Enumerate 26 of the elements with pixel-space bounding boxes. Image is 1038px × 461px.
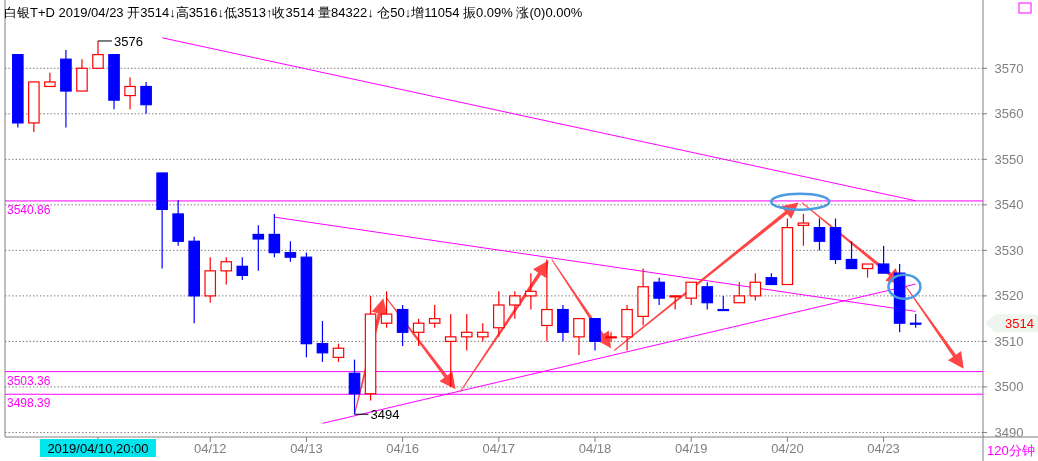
- y-tick-label: 3490: [994, 425, 1024, 440]
- ref-line-label: 3498.39: [7, 396, 51, 411]
- x-tick-label: 04/18: [578, 441, 612, 456]
- annotation: 3494: [370, 406, 400, 422]
- x-tick-label: 04/16: [386, 441, 419, 456]
- chart-title: 白银T+D 2019/04/23 开3514↓高3516↓低3513↑收3514 量84322↓ 仓50↓增11054 振0.09% 涨(0)0.00%: [4, 5, 583, 20]
- y-tick-label: 3570: [994, 60, 1024, 76]
- x-tick-label: 04/17: [482, 441, 516, 456]
- text: 120分钟: [987, 443, 1035, 458]
- x-tick-label: 04/13: [290, 441, 323, 456]
- y-tick-label: 3530: [994, 242, 1024, 258]
- y-tick-label: 3540: [994, 197, 1024, 213]
- y-tick-label: 3510: [994, 333, 1024, 349]
- x-tick-label: 04/19: [674, 441, 708, 456]
- ref-line-label: 3503.36: [7, 373, 51, 388]
- ref-line-label: 3540.86: [7, 202, 51, 217]
- text: 3514: [1005, 315, 1034, 331]
- x-tick-label: 2019/04/10,20:00: [47, 441, 149, 456]
- y-tick-label: 3550: [994, 151, 1024, 167]
- x-tick-label: 04/23: [867, 441, 900, 456]
- y-tick-label: 3560: [994, 106, 1024, 122]
- y-tick-label: 3520: [994, 288, 1024, 304]
- x-tick-label: 04/12: [193, 441, 227, 456]
- annotation: 3576: [113, 33, 143, 49]
- y-tick-label: 3500: [994, 379, 1024, 395]
- x-tick-label: 04/20: [771, 441, 804, 456]
